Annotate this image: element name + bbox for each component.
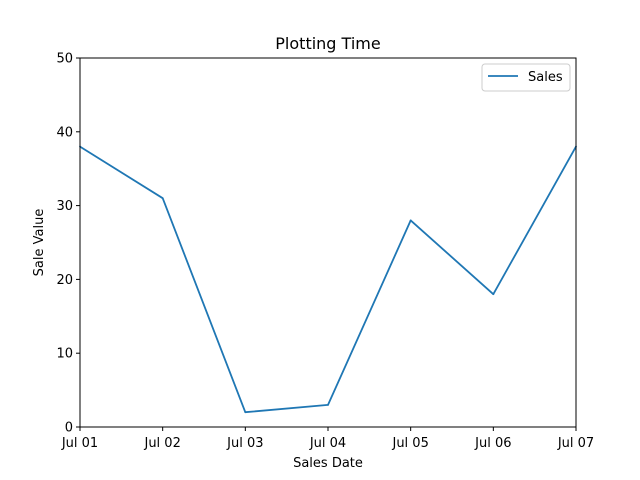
x-axis: Jul 01 Jul 02 Jul 03 Jul 04 Jul 05 Jul 06 Jul … (61, 427, 594, 451)
x-tick-label: Jul 01 (61, 436, 98, 451)
legend: Sales (481, 63, 571, 92)
data-point (409, 219, 412, 222)
y-tick-label: 20 (56, 273, 73, 288)
x-tick-label: Jul 05 (391, 436, 428, 451)
legend-box (481, 63, 571, 92)
x-tick-label: Jul 03 (226, 436, 263, 451)
x-tick-label: Jul 07 (557, 436, 594, 451)
y-axis-label: Sale Value (32, 209, 47, 277)
y-tick-label: 50 (56, 52, 73, 67)
y-tick-label: 0 (65, 421, 73, 436)
x-tick-label: Jul 02 (143, 436, 180, 451)
y-tick-label: 30 (56, 199, 73, 214)
data-point (161, 197, 164, 200)
x-tick-label: Jul 06 (474, 436, 511, 451)
x-tick-label: Jul 04 (309, 436, 346, 451)
y-axis: 0 10 20 30 40 50 (56, 52, 80, 436)
y-tick-label: 40 (56, 125, 73, 140)
x-axis-label: Sales Date (293, 456, 363, 471)
data-point (492, 293, 495, 296)
data-point (327, 403, 329, 406)
y-tick-label: 10 (56, 347, 73, 362)
chart-title: Plotting Time (275, 34, 380, 53)
legend-label: Sales (528, 70, 563, 85)
data-point (244, 411, 247, 414)
